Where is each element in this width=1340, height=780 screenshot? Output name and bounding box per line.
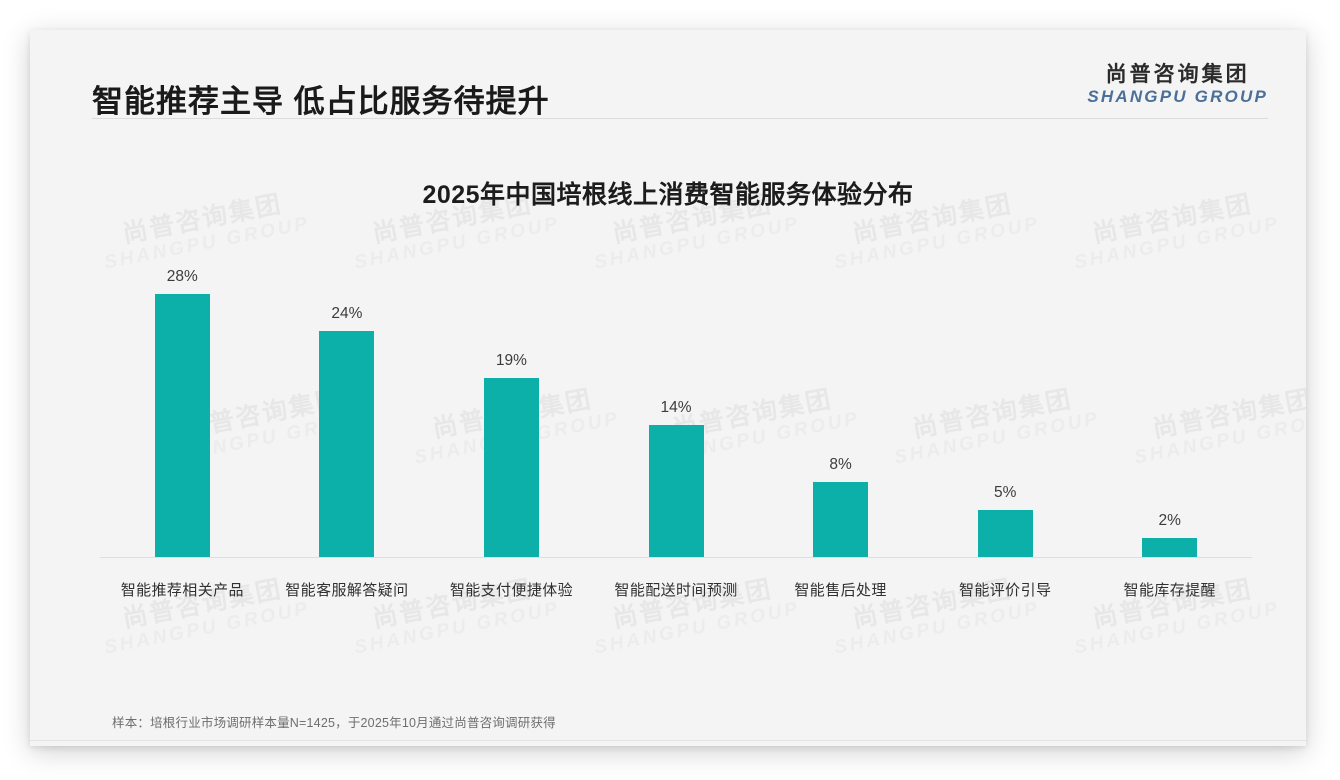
bar-series: 28% 24% 19% 14% 8% 5% 2% <box>100 257 1252 557</box>
x-axis-tick-label: 智能配送时间预测 <box>614 582 738 599</box>
slide-footer: ©2025.12 SHANGPU GROUP www.shangpu-china… <box>30 741 1306 746</box>
bar[interactable] <box>813 482 869 557</box>
bar-value-label: 19% <box>495 352 527 369</box>
bar-slot: 2% <box>1087 257 1252 557</box>
bar-value-label: 5% <box>993 484 1017 501</box>
bar[interactable] <box>1142 538 1198 557</box>
bar-slot: 28% <box>100 257 265 557</box>
x-axis-tick-label: 智能客服解答疑问 <box>285 582 409 599</box>
bar[interactable] <box>154 294 210 557</box>
bar-value-label: 14% <box>660 399 692 416</box>
footer-divider <box>30 740 1306 741</box>
bar-slot: 14% <box>594 257 759 557</box>
bar-slot: 19% <box>429 257 594 557</box>
slide-header: 智能推荐主导 低占比服务待提升 尚普咨询集团 SHANGPU GROUP <box>30 30 1306 119</box>
header-divider <box>92 118 1268 119</box>
bar-value-label: 2% <box>1158 512 1181 529</box>
bar-slot: 24% <box>265 257 430 557</box>
page-title: 智能推荐主导 低占比服务待提升 <box>92 84 550 119</box>
logo-english-text: SHANGPU GROUP <box>1087 87 1268 107</box>
bar[interactable] <box>319 331 375 557</box>
bar[interactable] <box>648 425 704 557</box>
bar[interactable] <box>977 510 1033 557</box>
logo-chinese-text: 尚普咨询集团 <box>1105 63 1250 86</box>
bar-slot: 5% <box>923 257 1088 557</box>
bar-value-label: 24% <box>331 305 363 322</box>
chart-title: 2025年中国培根线上消费智能服务体验分布 <box>422 181 914 209</box>
bar-chart: 28% 24% 19% 14% 8% 5% 2% 智能推荐相关产品 智能客服解答疑问 智能支付便… <box>72 220 1272 620</box>
sample-note: 样本：培根行业市场调研样本量N=1425，于2025年10月通过尚普咨询调研获得 <box>112 716 556 730</box>
slide-card: 尚普咨询集团 SHANGPU GROUP 尚普咨询集团 SHANGPU GROUP 尚普… <box>30 30 1306 746</box>
x-axis-line <box>100 557 1252 558</box>
bar-value-label: 8% <box>829 456 852 473</box>
x-axis-tick-labels: 智能推荐相关产品 智能客服解答疑问 智能支付便捷体验 智能配送时间预测 智能售后处理 智能… <box>100 579 1252 600</box>
brand-logo: 尚普咨询集团 SHANGPU GROUP <box>1087 63 1268 107</box>
bar-slot: 8% <box>758 257 923 557</box>
x-axis-tick-label: 智能支付便捷体验 <box>449 582 574 599</box>
bar-value-label: 28% <box>166 268 198 285</box>
x-axis-tick-label: 智能售后处理 <box>794 582 887 599</box>
x-axis-tick-label: 智能评价引导 <box>958 582 1052 599</box>
x-axis-tick-label: 智能推荐相关产品 <box>120 582 244 599</box>
bar[interactable] <box>483 378 539 557</box>
x-axis-tick-label: 智能库存提醒 <box>1123 582 1216 599</box>
